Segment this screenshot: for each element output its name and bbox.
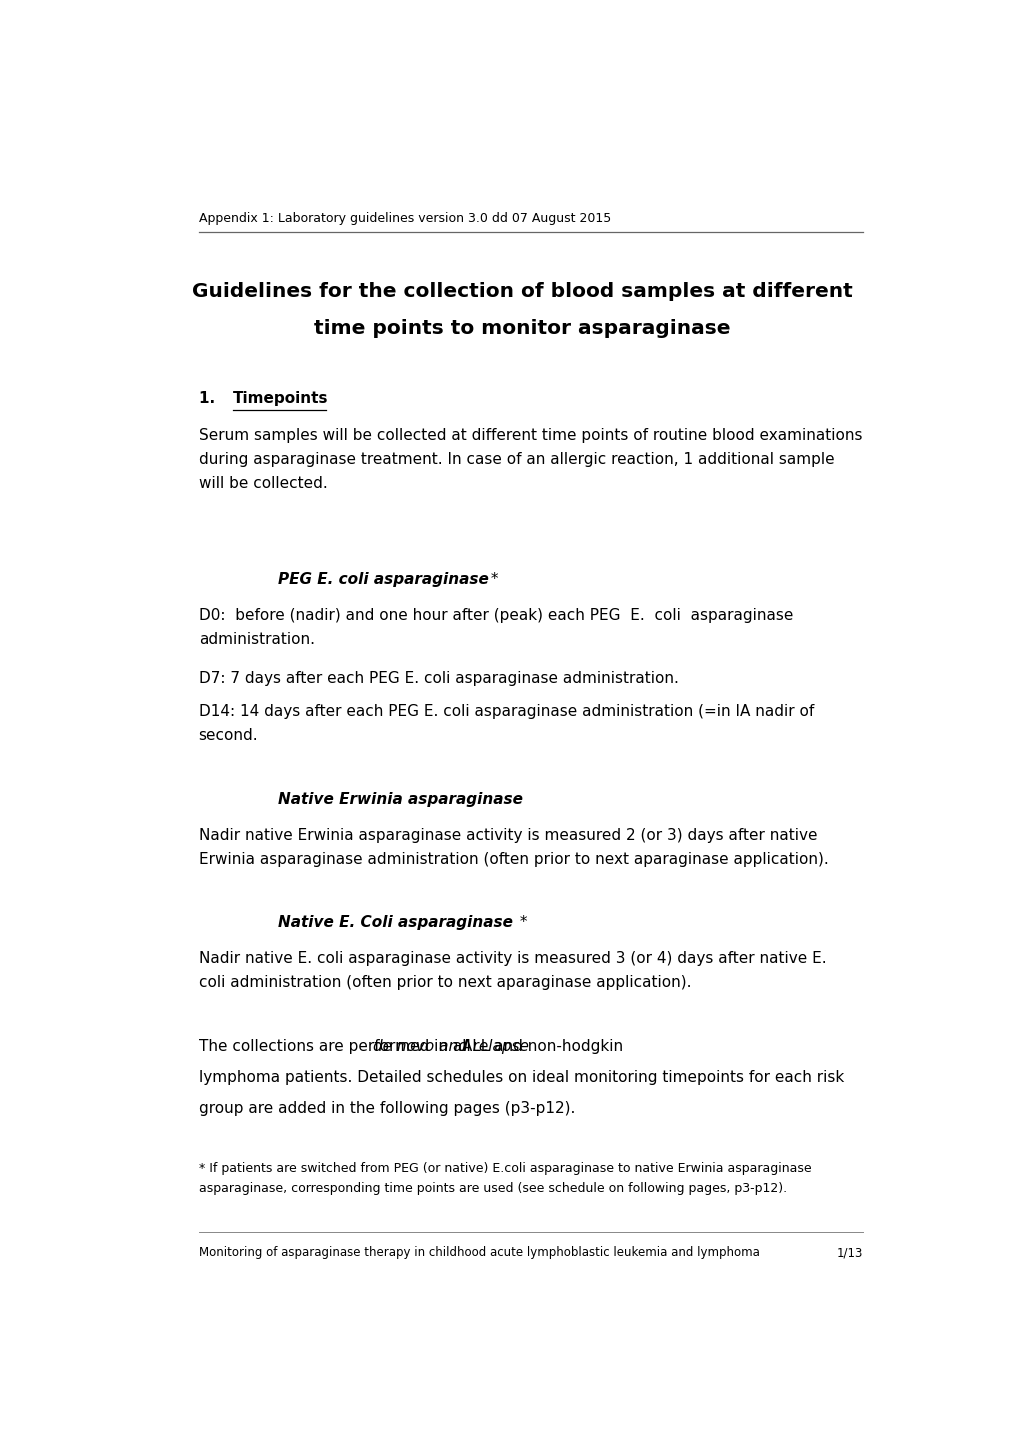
Text: Native Erwinia asparaginase: Native Erwinia asparaginase [277, 792, 522, 807]
Text: Appendix 1: Laboratory guidelines version 3.0 dd 07 August 2015: Appendix 1: Laboratory guidelines versio… [199, 212, 610, 225]
Text: Native E. Coli asparaginase: Native E. Coli asparaginase [277, 915, 513, 931]
Text: D0:  before (nadir) and one hour after (peak) each PEG  E.  coli  asparaginase
a: D0: before (nadir) and one hour after (p… [199, 608, 792, 646]
Text: de novo and relapse: de novo and relapse [372, 1039, 528, 1053]
Text: Timepoints: Timepoints [232, 391, 328, 405]
Text: Nadir native E. coli asparaginase activity is measured 3 (or 4) days after nativ: Nadir native E. coli asparaginase activi… [199, 951, 825, 990]
Text: 1/13: 1/13 [836, 1247, 862, 1260]
Text: *: * [485, 571, 497, 587]
Text: D14: 14 days after each PEG E. coli asparaginase administration (=in IA nadir of: D14: 14 days after each PEG E. coli aspa… [199, 704, 813, 743]
Text: 1.: 1. [199, 391, 225, 405]
Text: ALL and non-hodgkin: ALL and non-hodgkin [457, 1039, 623, 1053]
Text: PEG E. coli asparaginase: PEG E. coli asparaginase [277, 571, 488, 587]
Text: Monitoring of asparaginase therapy in childhood acute lymphoblastic leukemia and: Monitoring of asparaginase therapy in ch… [199, 1247, 759, 1260]
Text: * If patients are switched from PEG (or native) E.coli asparaginase to native Er: * If patients are switched from PEG (or … [199, 1162, 810, 1195]
Text: time points to monitor asparaginase: time points to monitor asparaginase [314, 319, 731, 338]
Text: group are added in the following pages (p3-p12).: group are added in the following pages (… [199, 1101, 575, 1115]
Text: D7: 7 days after each PEG E. coli asparaginase administration.: D7: 7 days after each PEG E. coli aspara… [199, 671, 678, 685]
Text: Guidelines for the collection of blood samples at different: Guidelines for the collection of blood s… [193, 281, 852, 302]
Text: *: * [515, 915, 527, 931]
Text: Nadir native Erwinia asparaginase activity is measured 2 (or 3) days after nativ: Nadir native Erwinia asparaginase activi… [199, 828, 827, 867]
Text: Serum samples will be collected at different time points of routine blood examin: Serum samples will be collected at diffe… [199, 427, 861, 491]
Text: The collections are performed in all: The collections are performed in all [199, 1039, 475, 1053]
Text: lymphoma patients. Detailed schedules on ideal monitoring timepoints for each ri: lymphoma patients. Detailed schedules on… [199, 1069, 843, 1085]
